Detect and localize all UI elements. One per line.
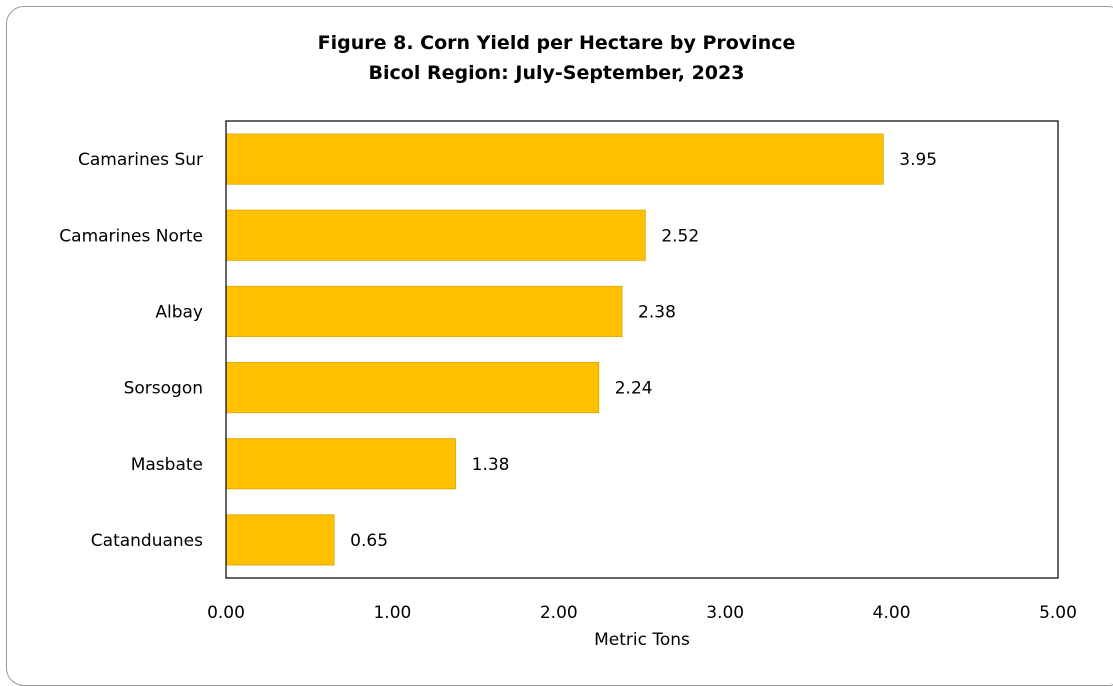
category-label: Albay [155, 302, 203, 322]
bar [225, 438, 457, 490]
category-label: Catanduanes [91, 531, 203, 551]
bar [225, 362, 600, 414]
bar [225, 514, 335, 566]
chart-title: Figure 8. Corn Yield per Hectare by Prov… [317, 32, 796, 54]
data-label: 2.52 [661, 226, 699, 246]
x-tick-label: 0.00 [207, 603, 245, 623]
data-label: 1.38 [472, 455, 510, 475]
bar [225, 133, 884, 185]
category-label: Camarines Norte [59, 226, 203, 246]
category-label: Sorsogon [124, 379, 203, 399]
x-axis-label: Metric Tons [594, 630, 690, 650]
bar [225, 209, 646, 261]
x-tick-label: 2.00 [540, 603, 578, 623]
category-label: Masbate [131, 455, 203, 475]
plot-area [225, 120, 1059, 579]
x-tick-label: 1.00 [373, 603, 411, 623]
bar [225, 285, 623, 337]
data-label: 2.24 [615, 379, 653, 399]
x-tick-label: 4.00 [873, 603, 911, 623]
category-label: Camarines Sur [78, 150, 203, 170]
bar-chart: Camarines Sur Camarines Norte Albay Sorsogo… [59, 120, 1077, 623]
data-label: 2.38 [638, 302, 676, 322]
data-label: 3.95 [899, 150, 937, 170]
chart-subtitle: Bicol Region: July-September, 2023 [368, 62, 745, 84]
data-label: 0.65 [350, 531, 388, 551]
x-tick-label: 5.00 [1039, 603, 1077, 623]
x-tick-label: 3.00 [706, 603, 744, 623]
